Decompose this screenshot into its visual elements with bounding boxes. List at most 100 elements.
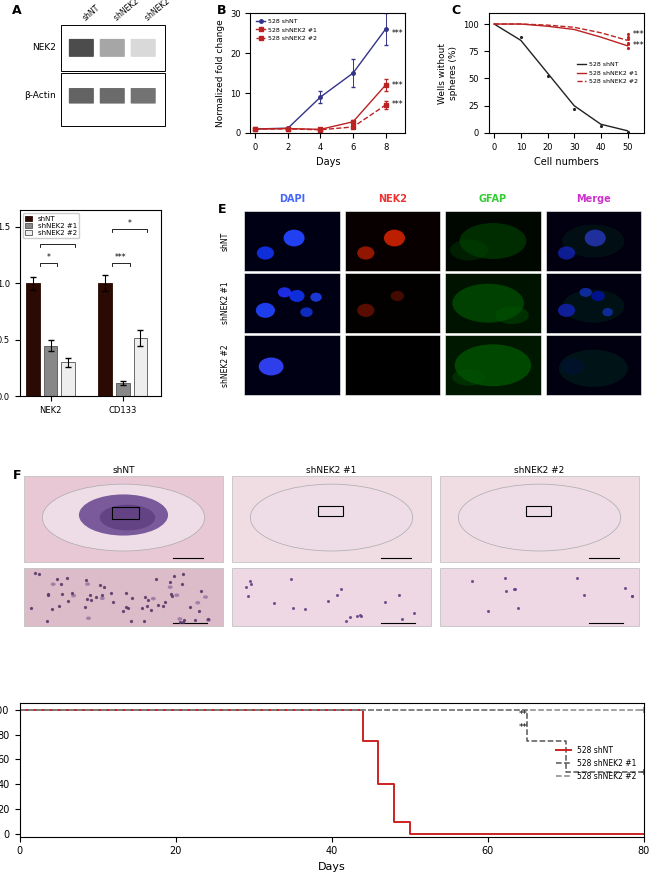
Point — [80, 600, 90, 614]
Point — [571, 571, 582, 585]
Bar — [99, 283, 112, 396]
FancyBboxPatch shape — [99, 39, 125, 57]
Point — [158, 599, 168, 613]
528 shNT — [640, 829, 647, 839]
Bar — [545, 211, 641, 271]
528 shNEK2 #2 — [562, 704, 569, 715]
Bar — [233, 569, 430, 626]
Point — [52, 572, 62, 586]
Point — [107, 596, 118, 610]
Point — [56, 577, 66, 591]
Point — [344, 611, 355, 625]
Ellipse shape — [495, 306, 528, 324]
Point — [67, 586, 77, 600]
Point — [164, 575, 175, 589]
Point — [86, 593, 96, 607]
Point — [57, 587, 68, 601]
Ellipse shape — [168, 585, 173, 589]
FancyBboxPatch shape — [99, 88, 125, 103]
Text: **: ** — [519, 723, 528, 731]
Text: ***: *** — [633, 31, 644, 39]
Point — [355, 608, 365, 622]
Point — [190, 613, 200, 627]
Point — [139, 614, 150, 628]
Bar — [112, 507, 139, 519]
Text: **: ** — [519, 710, 528, 719]
Point — [244, 575, 255, 589]
Ellipse shape — [195, 601, 200, 604]
528 shNT — [16, 704, 23, 715]
Ellipse shape — [71, 594, 76, 597]
Ellipse shape — [151, 597, 156, 600]
Point — [47, 602, 57, 616]
528 shNEK2 #2 — [16, 704, 23, 715]
Text: ***: *** — [633, 41, 644, 50]
Ellipse shape — [99, 505, 155, 531]
Ellipse shape — [358, 304, 374, 317]
Bar — [233, 477, 430, 562]
Text: E: E — [218, 202, 226, 215]
Ellipse shape — [391, 291, 404, 301]
Point — [175, 615, 185, 629]
Text: GFAP: GFAP — [479, 194, 507, 204]
Y-axis label: Normalized fold change: Normalized fold change — [216, 19, 225, 127]
Ellipse shape — [79, 494, 168, 535]
Point — [578, 588, 589, 602]
Bar — [441, 569, 638, 626]
Point — [97, 588, 107, 602]
Point — [146, 604, 157, 618]
Bar — [545, 273, 641, 333]
Point — [127, 591, 138, 605]
Point — [179, 613, 190, 627]
Point — [323, 594, 333, 608]
Text: shNT: shNT — [112, 466, 135, 475]
Point — [619, 581, 630, 595]
X-axis label: Days: Days — [315, 157, 340, 167]
Bar — [134, 337, 147, 396]
Bar — [441, 477, 638, 562]
Text: ***: *** — [115, 253, 127, 262]
Bar — [244, 336, 340, 395]
Point — [246, 576, 257, 590]
528 shNEK2 #2 — [640, 704, 647, 715]
Text: shNEK2 #2: shNEK2 #2 — [221, 344, 230, 386]
Point — [142, 599, 152, 613]
Ellipse shape — [310, 293, 322, 301]
Point — [269, 597, 280, 611]
Point — [137, 601, 148, 615]
Point — [185, 600, 195, 614]
Point — [62, 571, 73, 585]
Bar — [44, 345, 57, 396]
528 shNEK2 #1 — [562, 766, 569, 777]
Point — [178, 614, 188, 628]
Point — [513, 601, 523, 615]
Ellipse shape — [203, 596, 208, 599]
Point — [118, 604, 129, 618]
Point — [34, 567, 45, 581]
Ellipse shape — [561, 358, 584, 375]
Point — [95, 578, 105, 592]
Text: A: A — [12, 4, 21, 17]
Legend: 528 shNT, 528 shNEK2 #1, 528 shNEK2 #2: 528 shNT, 528 shNEK2 #1, 528 shNEK2 #2 — [552, 743, 640, 784]
Point — [43, 587, 53, 601]
Text: NEK2: NEK2 — [378, 194, 407, 204]
Ellipse shape — [562, 290, 625, 322]
Point — [500, 571, 511, 585]
Point — [394, 588, 404, 602]
Ellipse shape — [283, 230, 305, 246]
Point — [62, 594, 73, 608]
528 shNT — [343, 704, 351, 715]
Point — [202, 612, 213, 626]
Text: C: C — [452, 4, 461, 17]
Ellipse shape — [384, 230, 405, 246]
Point — [467, 574, 477, 588]
Point — [159, 595, 170, 609]
528 shNT — [374, 779, 382, 789]
Ellipse shape — [278, 287, 291, 298]
Point — [627, 590, 638, 604]
Y-axis label: Wells without
spheres (%): Wells without spheres (%) — [438, 43, 458, 103]
Point — [176, 577, 187, 591]
Text: F: F — [13, 469, 21, 482]
Bar — [344, 211, 440, 271]
Point — [153, 598, 163, 612]
